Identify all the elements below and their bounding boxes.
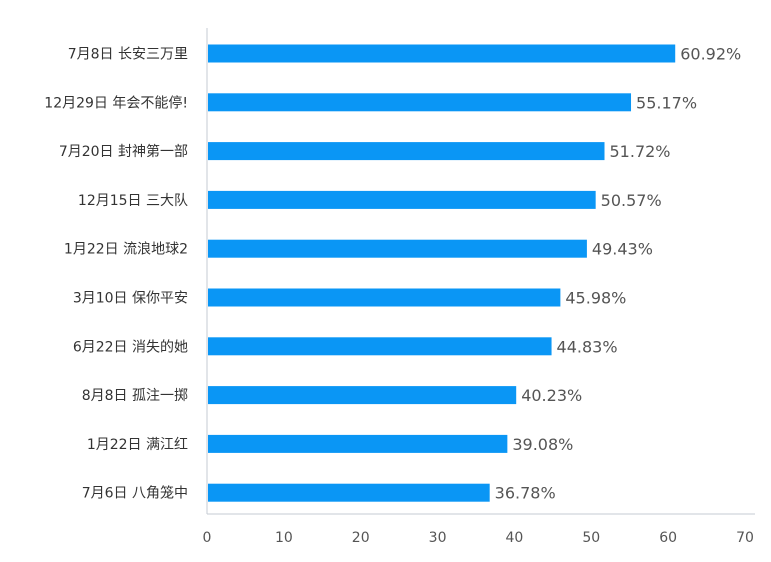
bar <box>208 190 596 209</box>
bar <box>208 93 632 112</box>
x-tick-label: 20 <box>352 530 370 546</box>
category-label: 12月15日 三大队 <box>78 193 188 209</box>
bar <box>208 239 587 258</box>
value-label: 51.72% <box>610 142 671 161</box>
bars-group <box>208 44 676 502</box>
value-label: 44.83% <box>557 337 618 356</box>
category-label: 1月22日 流浪地球2 <box>64 242 188 258</box>
bar <box>208 337 552 356</box>
category-label: 12月29日 年会不能停! <box>44 94 188 111</box>
bar <box>208 434 508 453</box>
value-label: 60.92% <box>680 45 741 64</box>
x-tick-label: 0 <box>203 530 212 546</box>
bar <box>208 44 676 63</box>
value-labels-group: 60.92% 55.17% 51.72% 50.57% 49.43% 45.98% 44.8… <box>495 45 742 503</box>
value-label: 49.43% <box>592 240 653 259</box>
value-label: 45.98% <box>565 289 626 308</box>
value-label: 55.17% <box>636 93 697 112</box>
category-label: 7月20日 封神第一部 <box>59 143 188 160</box>
x-tick-labels-group: 0 10 20 30 40 50 60 70 <box>203 530 754 546</box>
category-label: 7月8日 长安三万里 <box>68 47 188 63</box>
value-label: 50.57% <box>601 191 662 210</box>
category-label: 7月6日 八角笼中 <box>82 485 188 502</box>
category-label: 8月8日 孤注一掷 <box>82 388 188 404</box>
value-label: 36.78% <box>495 484 556 503</box>
value-label: 39.08% <box>512 435 573 454</box>
bar <box>208 386 517 405</box>
x-tick-label: 10 <box>275 530 293 546</box>
bar <box>208 288 561 307</box>
category-labels-group: 7月8日 长安三万里 12月29日 年会不能停! 7月20日 封神第一部 12月15日… <box>44 47 188 502</box>
x-tick-label: 40 <box>506 530 524 546</box>
x-tick-label: 50 <box>582 530 600 546</box>
category-label: 6月22日 消失的她 <box>73 339 188 355</box>
x-tick-label: 30 <box>429 530 447 546</box>
x-tick-label: 70 <box>736 530 754 546</box>
value-label: 40.23% <box>521 386 582 405</box>
x-tick-label: 60 <box>659 530 677 546</box>
category-label: 1月22日 满江红 <box>87 437 188 453</box>
category-label: 3月10日 保你平安 <box>73 291 188 307</box>
bar <box>208 142 605 161</box>
bar <box>208 483 490 502</box>
